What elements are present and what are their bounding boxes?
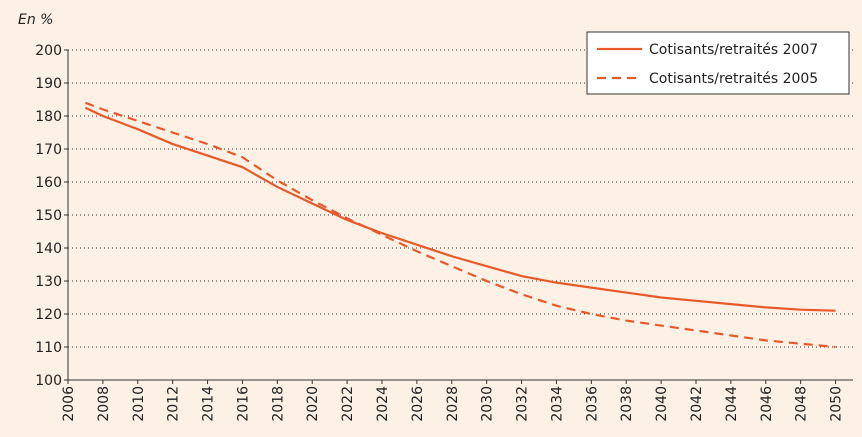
x-tick-label: 2050 xyxy=(829,386,845,422)
x-tick-label: 2016 xyxy=(235,386,251,422)
y-tick-label: 190 xyxy=(35,76,62,92)
y-tick-label: 130 xyxy=(35,274,62,290)
y-tick-label: 100 xyxy=(35,373,62,389)
legend-label: Cotisants/retraités 2007 xyxy=(649,42,818,58)
y-tick-label: 200 xyxy=(35,43,62,59)
x-tick-label: 2006 xyxy=(61,386,77,422)
x-tick-label: 2048 xyxy=(794,386,810,422)
x-tick-label: 2038 xyxy=(619,386,635,422)
x-tick-label: 2046 xyxy=(759,386,775,422)
y-tick-label: 120 xyxy=(35,307,62,323)
x-tick-label: 2010 xyxy=(131,386,147,422)
legend-box xyxy=(586,31,850,95)
y-tick-label: 110 xyxy=(35,340,62,356)
x-tick-label: 2014 xyxy=(201,386,217,422)
y-tick-label: 150 xyxy=(35,208,62,224)
x-tick-label: 2040 xyxy=(654,386,670,422)
x-tick-label: 2026 xyxy=(410,386,426,422)
x-tick-label: 2020 xyxy=(305,386,321,422)
x-tick-label: 2044 xyxy=(724,386,740,422)
x-tick-label: 2032 xyxy=(515,386,531,422)
y-axis-label: En % xyxy=(18,12,53,28)
x-tick-label: 2042 xyxy=(689,386,705,422)
series-line xyxy=(85,101,836,349)
series-line xyxy=(84,106,836,312)
y-tick-label: 160 xyxy=(35,175,62,191)
y-tick-label: 170 xyxy=(35,142,62,158)
x-tick-label: 2036 xyxy=(584,386,600,422)
x-tick-label: 2022 xyxy=(340,386,356,422)
x-tick-label: 2034 xyxy=(549,386,565,422)
x-tick-label: 2028 xyxy=(445,386,461,422)
x-tick-label: 2024 xyxy=(375,386,391,422)
y-tick-label: 180 xyxy=(35,109,62,125)
x-tick-label: 2008 xyxy=(96,386,112,422)
x-tick-label: 2018 xyxy=(270,386,286,422)
legend-label: Cotisants/retraités 2005 xyxy=(649,71,818,87)
y-tick-label: 140 xyxy=(35,241,62,257)
x-tick-label: 2012 xyxy=(166,386,182,422)
x-tick-label: 2030 xyxy=(480,386,496,422)
